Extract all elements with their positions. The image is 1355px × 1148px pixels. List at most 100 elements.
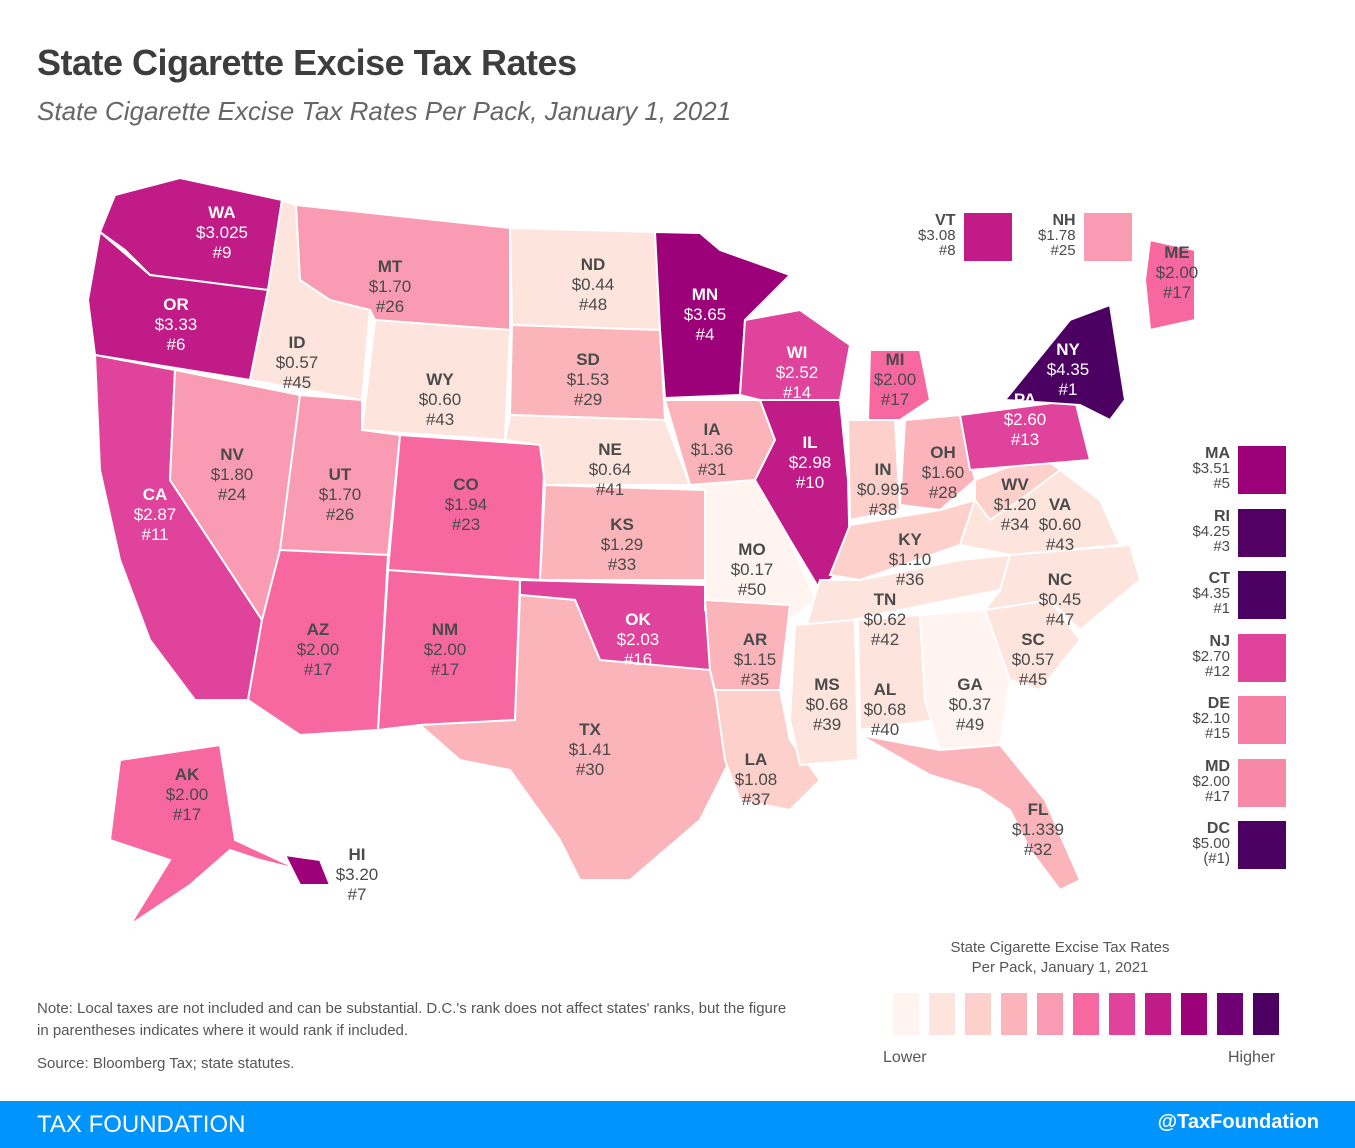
state-rank: #43 xyxy=(1046,535,1074,554)
state-label-al: AL $0.68 #40 xyxy=(864,680,907,739)
state-label-tn: TN $0.62 #42 xyxy=(864,590,907,649)
state-rank: #41 xyxy=(596,480,624,499)
callout-abbr: DE xyxy=(1207,695,1230,712)
callout-swatch xyxy=(1238,821,1286,869)
state-rank: #35 xyxy=(741,670,769,689)
footer-bar: TAX FOUNDATION @TaxFoundation xyxy=(0,1101,1355,1148)
state-rank: #6 xyxy=(167,335,186,354)
state-rate: $0.45 xyxy=(1039,590,1082,609)
state-mi xyxy=(866,349,932,421)
state-abbr: CA xyxy=(143,485,168,504)
callout-rate: $4.35 xyxy=(1192,585,1230,602)
legend-lower-label: Lower xyxy=(883,1049,927,1066)
state-label-az: AZ $2.00 #17 xyxy=(297,620,340,679)
state-abbr: AL xyxy=(874,680,897,699)
state-label-ne: NE $0.64 #41 xyxy=(589,440,632,499)
state-rank: #1 xyxy=(1059,380,1078,399)
legend-swatch-10 xyxy=(1217,993,1243,1035)
legend-swatch-4 xyxy=(1001,993,1027,1035)
callout-rank: #17 xyxy=(1204,787,1230,805)
state-abbr: ND xyxy=(581,255,606,274)
state-rate: $2.03 xyxy=(617,630,660,649)
state-rate: $0.62 xyxy=(864,610,907,629)
state-rank: #34 xyxy=(1001,515,1029,534)
state-oh xyxy=(898,413,977,512)
state-rate: $2.87 xyxy=(134,505,177,524)
state-rank: #28 xyxy=(929,483,957,502)
state-rank: #17 xyxy=(304,660,332,679)
state-label-va: VA $0.60 #43 xyxy=(1039,495,1082,554)
callout-swatch xyxy=(1238,696,1286,744)
state-abbr: MT xyxy=(378,257,403,276)
state-rank: #4 xyxy=(696,325,715,344)
state-abbr: WA xyxy=(208,203,235,222)
callout-rate: $3.08 xyxy=(918,227,956,244)
state-label-nv: NV $1.80 #24 xyxy=(211,445,254,504)
state-label-fl: FL $1.339 #32 xyxy=(1012,800,1064,859)
state-abbr: WY xyxy=(426,370,454,389)
state-rank: #32 xyxy=(1024,840,1052,859)
state-rate: $2.00 xyxy=(424,640,467,659)
state-abbr: FL xyxy=(1028,800,1049,819)
twitter-handle[interactable]: @TaxFoundation xyxy=(1157,1111,1319,1133)
state-abbr: MS xyxy=(814,675,840,694)
callout-abbr: CT xyxy=(1208,570,1230,587)
state-label-ar: AR $1.15 #35 xyxy=(734,630,777,689)
state-label-mt: MT $1.70 #26 xyxy=(369,257,412,316)
callout-swatch xyxy=(1238,446,1286,494)
callout-abbr: NJ xyxy=(1209,632,1230,650)
state-abbr: OK xyxy=(625,610,651,629)
state-abbr: ME xyxy=(1164,243,1190,262)
callout-rate: $3.51 xyxy=(1192,460,1230,477)
state-label-sd: SD $1.53 #29 xyxy=(567,350,610,409)
state-label-pa: PA $2.60 #13 xyxy=(1004,390,1047,449)
callout-swatch xyxy=(1238,508,1286,557)
state-abbr: TN xyxy=(874,590,897,609)
page-subtitle: State Cigarette Excise Tax Rates Per Pac… xyxy=(37,96,732,126)
callout-rate: $4.25 xyxy=(1192,522,1230,540)
state-rank: #26 xyxy=(376,297,404,316)
state-abbr: OR xyxy=(163,295,189,314)
state-rate: $3.33 xyxy=(155,315,198,334)
state-rate: $1.20 xyxy=(994,495,1037,514)
state-abbr: CO xyxy=(453,475,479,494)
state-abbr: SC xyxy=(1021,630,1045,649)
state-abbr: IL xyxy=(802,433,817,452)
state-label-tx: TX $1.41 #30 xyxy=(569,720,612,779)
legend-swatch-5 xyxy=(1037,993,1063,1035)
callout-rank: (#1) xyxy=(1203,850,1230,867)
callout-abbr: MA xyxy=(1205,445,1230,462)
state-rate: $0.68 xyxy=(864,700,907,719)
state-abbr: LA xyxy=(745,750,768,769)
state-rank: #48 xyxy=(579,295,607,314)
state-rate: $0.57 xyxy=(1012,650,1055,669)
state-abbr: AK xyxy=(175,765,200,784)
state-abbr: PA xyxy=(1014,390,1036,409)
state-abbr: MI xyxy=(886,350,905,369)
callout-swatch xyxy=(1083,213,1132,261)
state-rank: #16 xyxy=(624,650,652,669)
state-label-co: CO $1.94 #23 xyxy=(445,475,488,534)
state-rate: $3.65 xyxy=(684,305,727,324)
legend-swatch-2 xyxy=(929,993,955,1035)
state-rank: #17 xyxy=(1163,283,1191,302)
state-rank: #17 xyxy=(173,805,201,824)
state-abbr: SD xyxy=(576,350,600,369)
state-label-ny: NY $4.35 #1 xyxy=(1047,340,1090,399)
state-abbr: AZ xyxy=(307,620,330,639)
state-rank: #37 xyxy=(742,790,770,809)
state-rate: $3.20 xyxy=(336,865,379,884)
state-rate: $1.08 xyxy=(735,770,778,789)
state-abbr: MN xyxy=(692,285,718,304)
state-rank: #40 xyxy=(871,720,899,739)
legend-higher-label: Higher xyxy=(1228,1049,1276,1066)
state-rank: #43 xyxy=(426,410,454,429)
state-rank: #14 xyxy=(783,383,811,402)
callout-de: DE $2.10 #15 xyxy=(1182,696,1286,744)
callout-abbr: NH xyxy=(1052,212,1076,229)
callout-nj: NJ $2.70 #12 xyxy=(1182,632,1286,682)
callout-nh: NH $1.78 #25 xyxy=(1038,213,1132,261)
state-label-il: IL $2.98 #10 xyxy=(789,433,832,492)
brand-name[interactable]: TAX FOUNDATION xyxy=(37,1111,246,1138)
state-abbr: VA xyxy=(1049,495,1071,514)
